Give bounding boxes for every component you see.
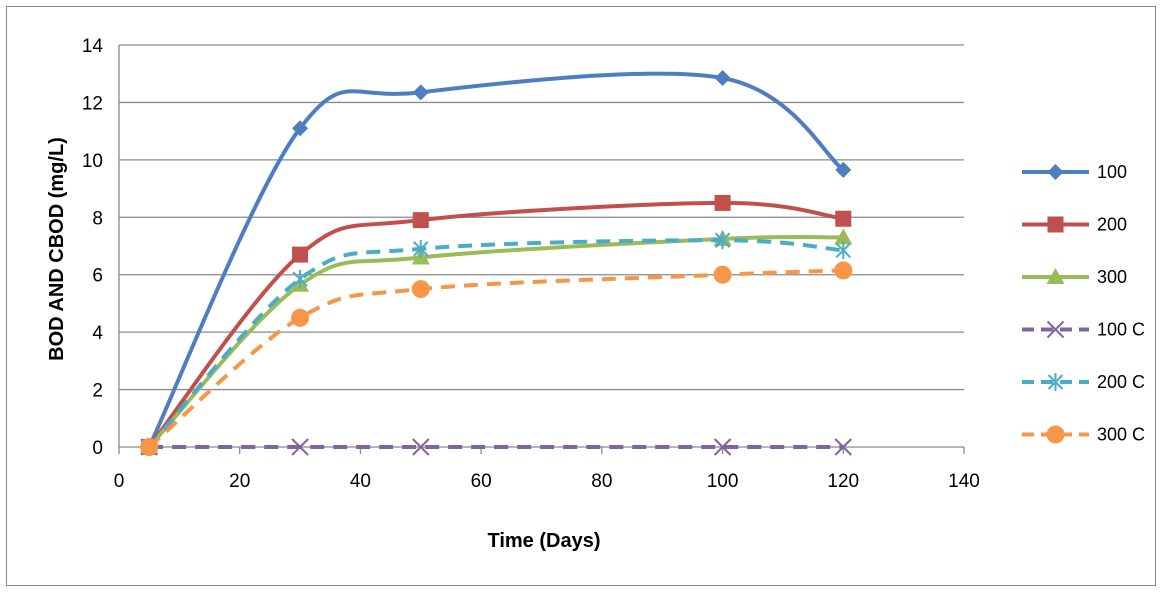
line-chart: 0 2 4 6 8 10 12 14 0 20 40 60 80 100 120 140 Time (Day…	[46, 36, 1145, 552]
series-300	[140, 228, 853, 454]
legend-label: 100	[1097, 162, 1127, 182]
data-point	[713, 438, 732, 456]
plot-area	[140, 70, 853, 456]
data-point	[412, 212, 429, 229]
data-point	[834, 438, 852, 456]
data-point	[714, 194, 731, 211]
legend-label: 200	[1097, 215, 1127, 235]
x-tick-label: 40	[350, 471, 371, 492]
data-point	[714, 70, 731, 87]
data-point	[291, 438, 309, 456]
series-100	[141, 70, 852, 455]
data-point	[413, 239, 429, 258]
data-point	[412, 84, 429, 101]
y-tick-label: 8	[92, 208, 103, 229]
x-tick-label: 100	[707, 471, 739, 492]
data-point	[714, 231, 731, 250]
data-point	[292, 246, 309, 263]
chart-frame: 0 2 4 6 8 10 12 14 0 20 40 60 80 100 120 140 Time (Day…	[6, 6, 1156, 586]
data-point	[713, 265, 732, 284]
series-200	[141, 194, 852, 455]
legend-label: 300	[1097, 267, 1127, 287]
data-point	[835, 161, 852, 178]
x-tick-label: 20	[229, 471, 250, 492]
data-point	[291, 308, 310, 327]
legend-marker	[1047, 216, 1064, 233]
data-point	[140, 438, 159, 456]
data-point	[292, 270, 308, 289]
x-tick-label: 120	[827, 471, 859, 492]
data-point	[835, 210, 852, 227]
data-point	[835, 241, 851, 260]
data-point	[292, 120, 309, 137]
data-point	[411, 280, 430, 299]
x-tick-label: 0	[114, 471, 125, 492]
legend-marker	[1046, 268, 1065, 284]
legend-marker	[1046, 425, 1065, 444]
y-tick-label: 6	[92, 266, 103, 287]
gridlines	[118, 44, 965, 454]
legend-marker	[1047, 164, 1064, 180]
series-line	[147, 234, 846, 449]
legend-marker	[1047, 373, 1064, 391]
legend-label: 100 C	[1097, 320, 1145, 340]
series-line	[147, 71, 846, 449]
x-axis-label: Time (Days)	[487, 530, 600, 552]
legend-item: 100 C	[1022, 320, 1145, 340]
series-line	[147, 268, 844, 449]
legend-item: 300 C	[1022, 425, 1145, 445]
y-tick-label: 14	[82, 36, 104, 57]
data-point	[834, 261, 853, 280]
x-tick-label: 140	[948, 471, 980, 492]
y-tick-label: 2	[92, 381, 103, 402]
x-tick-label: 80	[591, 471, 612, 492]
y-tick-labels: 0 2 4 6 8 10 12 14	[82, 36, 104, 459]
legend-label: 200 C	[1097, 372, 1145, 392]
y-tick-label: 10	[82, 151, 103, 172]
legend-item: 100	[1022, 162, 1127, 182]
series-200-c	[141, 231, 851, 456]
data-point	[834, 228, 853, 245]
x-tick-label: 60	[471, 471, 492, 492]
series-line	[147, 238, 844, 449]
legend-item: 200	[1022, 215, 1127, 235]
y-axis-label: BOD AND CBOD (mg/L)	[46, 137, 68, 361]
legend: 100 200 300 100 C 200 C 300 C	[1022, 162, 1145, 445]
x-tick-labels: 0 20 40 60 80 100 120 140	[114, 471, 980, 492]
y-tick-label: 4	[92, 323, 103, 344]
y-tick-label: 0	[92, 438, 103, 459]
legend-item: 200 C	[1022, 372, 1145, 392]
y-tick-label: 12	[82, 93, 103, 114]
legend-marker	[1046, 320, 1065, 339]
legend-label: 300 C	[1097, 425, 1145, 445]
legend-item: 300	[1022, 267, 1127, 287]
data-point	[412, 438, 430, 456]
series-300-c	[140, 261, 853, 456]
